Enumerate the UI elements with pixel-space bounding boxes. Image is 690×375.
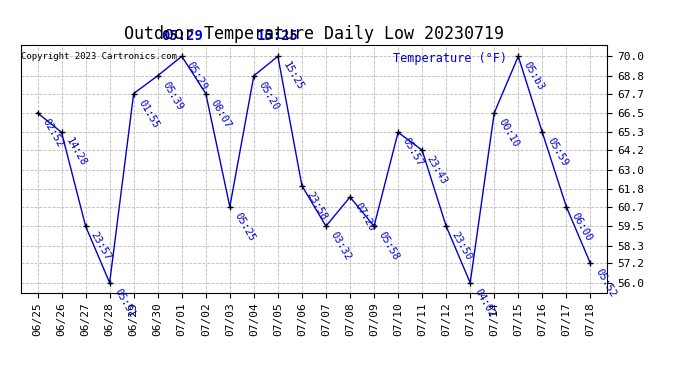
Text: 05:58: 05:58 [377, 230, 401, 262]
Text: 02:52: 02:52 [41, 117, 65, 149]
Text: 05:57: 05:57 [401, 136, 425, 168]
Text: 00:10: 00:10 [497, 117, 522, 149]
Text: Copyright 2023 Cartronics.com: Copyright 2023 Cartronics.com [21, 53, 177, 62]
Title: Outdoor Temperature Daily Low 20230719: Outdoor Temperature Daily Low 20230719 [124, 26, 504, 44]
Text: 05:25: 05:25 [233, 211, 257, 243]
Text: 05:51: 05:51 [112, 287, 137, 319]
Text: 05:52: 05:52 [593, 267, 618, 300]
Text: 23:57: 23:57 [88, 230, 112, 262]
Text: Temperature (°F): Temperature (°F) [393, 53, 507, 65]
Text: 23:58: 23:58 [305, 190, 329, 222]
Text: 05:29: 05:29 [185, 60, 209, 92]
Text: 05:29: 05:29 [161, 28, 203, 43]
Text: 04:02: 04:02 [473, 287, 497, 319]
Text: 01:55: 01:55 [137, 98, 161, 130]
Text: 14:28: 14:28 [64, 136, 89, 168]
Text: 06:00: 06:00 [569, 211, 593, 243]
Text: 08:07: 08:07 [208, 98, 233, 130]
Text: 05:b3: 05:b3 [521, 60, 545, 92]
Text: 23:50: 23:50 [449, 230, 473, 262]
Text: 07:20: 07:20 [353, 201, 377, 233]
Text: 05:59: 05:59 [545, 136, 569, 168]
Text: 05:20: 05:20 [257, 80, 281, 112]
Text: 15:25: 15:25 [281, 60, 305, 92]
Text: 15:25: 15:25 [257, 28, 299, 43]
Text: 05:39: 05:39 [161, 80, 185, 112]
Text: 03:32: 03:32 [329, 230, 353, 262]
Text: 23:43: 23:43 [425, 154, 449, 186]
